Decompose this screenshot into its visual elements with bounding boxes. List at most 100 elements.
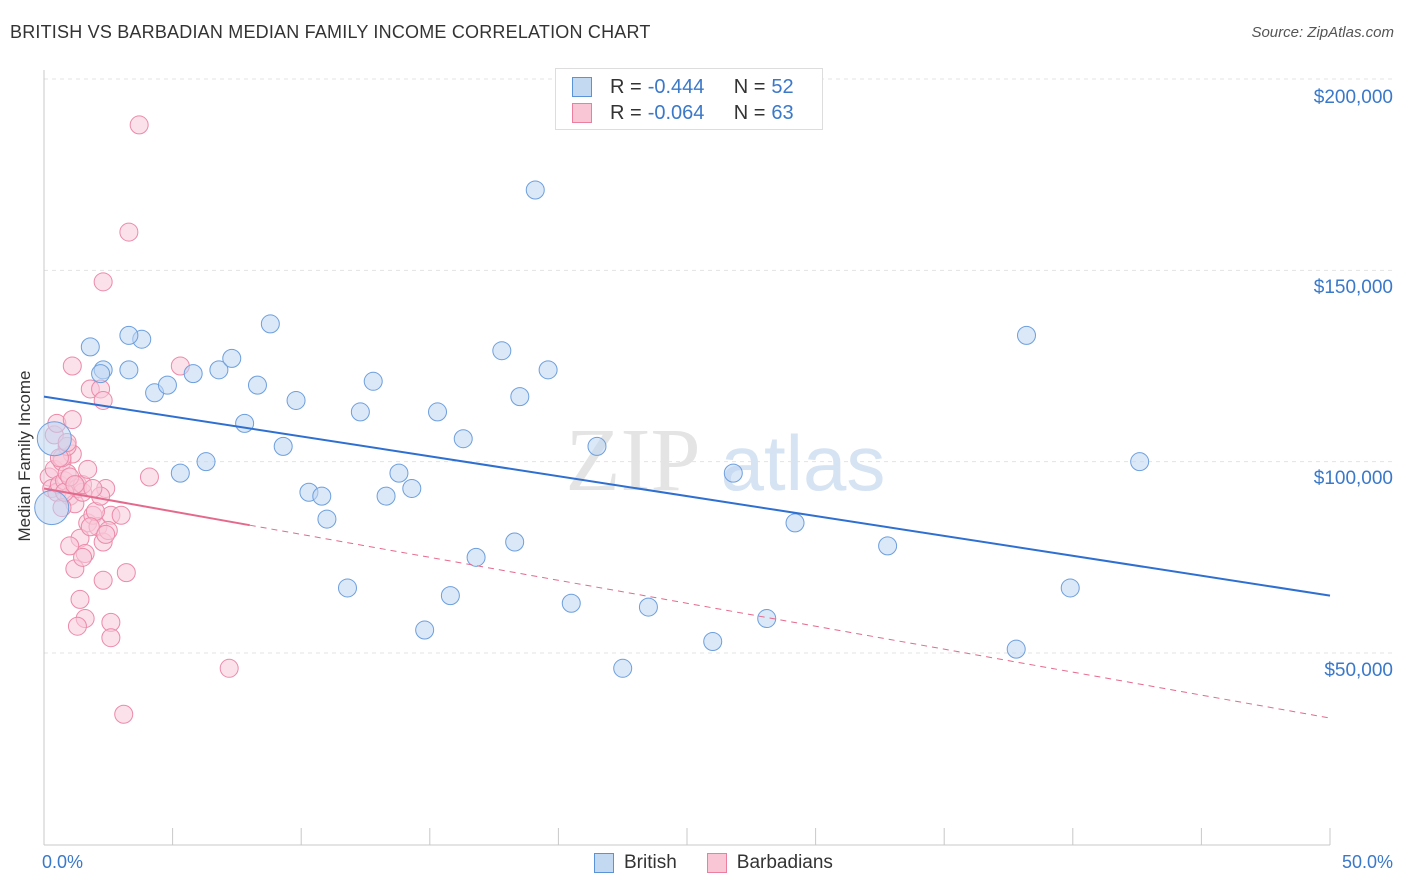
x-tick-max: 50.0% — [1341, 852, 1393, 872]
barbadians-point — [119, 222, 139, 242]
y-axis-label: Median Family Income — [15, 370, 34, 542]
barbadians-point — [93, 570, 113, 590]
barbadians-point — [93, 272, 113, 292]
barbadians-point — [80, 517, 100, 537]
british-point — [209, 360, 229, 380]
y-tick-label: $100,000 — [1313, 468, 1393, 489]
british-point — [525, 180, 545, 200]
y-tick-label: $150,000 — [1313, 277, 1393, 298]
british-point — [587, 436, 607, 456]
barbadians-trend-extension — [249, 524, 1331, 719]
legend-item-barbadians[interactable]: Barbadians — [706, 852, 833, 874]
british-point — [510, 387, 530, 407]
legend-row-barbadians: R = -0.064 N = 63 — [572, 101, 794, 125]
barbadians-n-value: 63 — [771, 101, 794, 124]
barbadians-points — [39, 115, 239, 724]
watermark-atlas: atlas — [721, 419, 886, 507]
british-point — [363, 371, 383, 391]
british-point — [317, 509, 337, 529]
british-point — [878, 536, 898, 556]
british-point — [757, 609, 777, 629]
british-point — [1130, 452, 1150, 472]
barbadians-n-label: N = — [733, 101, 766, 124]
watermark-zip: ZIP — [566, 411, 701, 510]
british-point — [505, 532, 525, 552]
british-point — [466, 547, 486, 567]
british-point — [1017, 325, 1037, 345]
watermark: ZIP atlas — [566, 411, 886, 510]
barbadians-r-label: R = — [610, 101, 642, 124]
british-point — [415, 620, 435, 640]
trend-lines — [43, 395, 1331, 719]
british-point — [428, 402, 448, 422]
british-point — [389, 463, 409, 483]
x-tick-min: 0.0% — [42, 852, 84, 872]
barbadians-point — [60, 536, 80, 556]
barbadians-point — [67, 616, 87, 636]
british-point — [235, 413, 255, 433]
british-points — [34, 180, 1150, 678]
barbadians-point — [83, 478, 103, 498]
barbadians-point — [70, 589, 90, 609]
british-point — [638, 597, 658, 617]
british-swatch — [594, 853, 614, 873]
british-point — [247, 375, 267, 395]
british-point — [785, 513, 805, 533]
british-point — [1060, 578, 1080, 598]
legend-item-british[interactable]: British — [594, 852, 677, 874]
british-n-value: 52 — [771, 75, 794, 98]
british-point — [453, 429, 473, 449]
british-point — [157, 375, 177, 395]
british-point — [119, 360, 139, 380]
british-point — [119, 325, 139, 345]
barbadians-swatch — [706, 853, 727, 873]
british-point — [402, 478, 422, 498]
british-point — [538, 360, 558, 380]
british-point — [183, 364, 203, 384]
barbadians-point — [219, 658, 239, 678]
british-point — [273, 436, 293, 456]
british-point — [561, 593, 581, 613]
barbadians-trend-line — [43, 487, 250, 527]
series-legend: British Barbadians — [594, 852, 863, 874]
barbadians-point — [129, 115, 149, 135]
british-point — [286, 390, 306, 410]
british-point — [196, 452, 216, 472]
british-point — [376, 486, 396, 506]
source-label: Source: ZipAtlas.com — [1251, 24, 1394, 41]
british-point — [91, 364, 111, 384]
legend-label-barbadians: Barbadians — [736, 852, 833, 873]
axes — [43, 70, 1331, 846]
british-point — [613, 658, 633, 678]
barbadians-point — [139, 467, 159, 487]
british-r-label: R = — [610, 75, 642, 98]
barbadians-point — [114, 704, 134, 724]
barbadians-point — [62, 356, 82, 376]
y-tick-label: $50,000 — [1324, 660, 1393, 681]
british-point — [260, 314, 280, 334]
barbadians-point — [62, 410, 82, 430]
british-point — [492, 341, 512, 361]
british-n-label: N = — [733, 75, 766, 98]
british-point — [80, 337, 100, 357]
legend-row-british: R = -0.444 N = 52 — [572, 75, 794, 99]
british-swatch — [572, 77, 592, 97]
barbadians-point — [78, 459, 98, 479]
barbadians-swatch — [572, 103, 592, 123]
barbadians-point — [116, 563, 136, 583]
british-point — [312, 486, 332, 506]
barbadians-point — [101, 628, 121, 648]
barbadians-point — [73, 547, 93, 567]
british-point — [337, 578, 357, 598]
british-point — [703, 632, 723, 652]
barbadians-point — [111, 505, 131, 525]
british-point — [34, 490, 70, 526]
chart-title: BRITISH VS BARBADIAN MEDIAN FAMILY INCOM… — [10, 22, 651, 42]
british-trend-line — [43, 395, 1331, 597]
barbadians-r-value: -0.064 — [647, 101, 705, 124]
y-tick-label: $200,000 — [1313, 87, 1393, 108]
gridlines — [44, 78, 1392, 654]
barbadians-point — [96, 524, 116, 544]
barbadians-point — [65, 475, 85, 495]
